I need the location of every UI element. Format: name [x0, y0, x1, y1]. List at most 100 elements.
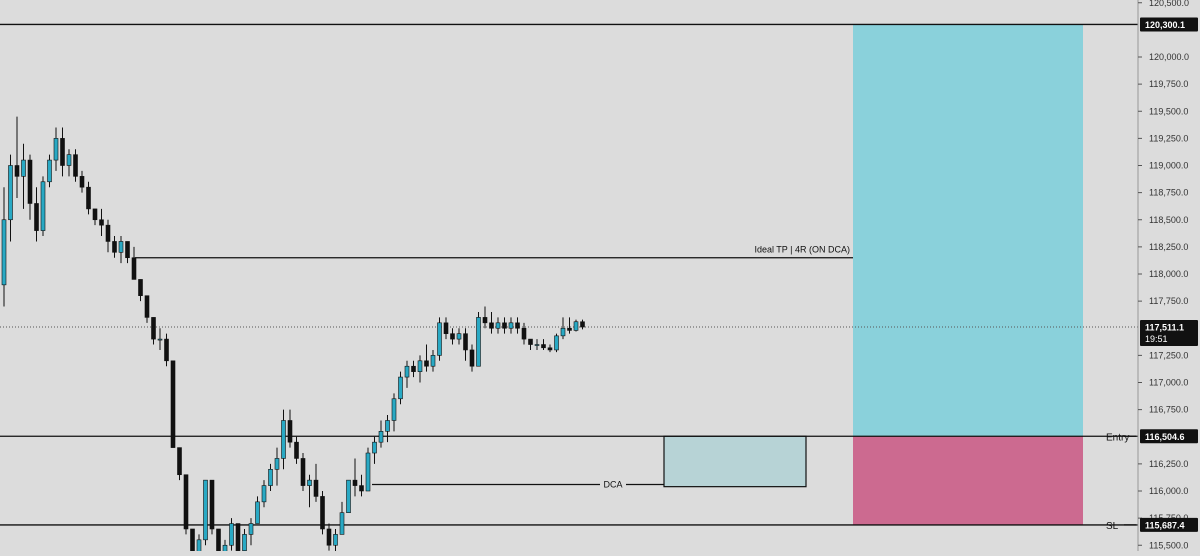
candle-down [34, 203, 39, 231]
level-price-label: 116,504.6 [1145, 432, 1185, 442]
price-tick-label: 117,000.0 [1149, 378, 1188, 388]
candle-down [450, 333, 455, 340]
candle-down [170, 360, 176, 448]
candle-up [1, 219, 7, 286]
candle-up [255, 501, 260, 524]
price-tick-label: 115,500.0 [1149, 540, 1188, 550]
candle-up [333, 534, 338, 546]
candle-down [547, 347, 553, 351]
target-zone [853, 24, 1083, 437]
candle-down [541, 344, 546, 349]
candle-down [177, 447, 182, 476]
price-tick-label: 119,250.0 [1149, 133, 1188, 143]
candle-up [203, 479, 208, 541]
candle-down [112, 241, 117, 253]
price-tick-label: 116,000.0 [1149, 486, 1188, 496]
candle-down [60, 138, 65, 166]
candle-down [144, 295, 150, 318]
candle-down [183, 474, 189, 530]
current-price-label: 117,511.1 [1145, 323, 1184, 333]
candle-up [118, 241, 124, 253]
level-price-label: 120,300.1 [1145, 20, 1185, 30]
candle-up [66, 154, 72, 166]
candle-up [281, 420, 286, 459]
level-price-label-bg [1140, 17, 1198, 32]
candle-down [79, 176, 85, 188]
candle-up [307, 479, 312, 486]
candle-up [248, 523, 254, 535]
candle-up [554, 335, 559, 351]
candle-down [489, 322, 494, 329]
price-tick-label: 117,250.0 [1149, 350, 1188, 360]
candle-down [209, 479, 215, 530]
candle-up [339, 512, 345, 535]
candle-up [40, 181, 46, 231]
candle-up [229, 523, 234, 546]
price-tick-label: 119,500.0 [1149, 106, 1188, 116]
candle-up [398, 376, 403, 400]
level-name-sl: SL [1106, 521, 1119, 532]
candle-down [86, 186, 91, 210]
candle-up [391, 398, 397, 421]
candle-down [326, 528, 332, 546]
candle-down [320, 496, 325, 530]
dca-label: DCA [603, 479, 622, 489]
candle-up [8, 165, 13, 221]
price-tick-label: 118,750.0 [1149, 188, 1188, 198]
candle-up [378, 431, 384, 443]
price-tick-label: 120,000.0 [1149, 52, 1189, 62]
candle-down [216, 528, 221, 556]
candle-up [268, 468, 273, 486]
candle-up [437, 322, 442, 356]
candle-up [508, 322, 514, 329]
candle-up [157, 338, 163, 341]
price-tick-label: 118,000.0 [1149, 269, 1188, 279]
candle-up [47, 159, 52, 183]
candle-down [469, 349, 475, 367]
candle-down [463, 333, 468, 351]
ideal-tp-label: Ideal TP | 4R (ON DCA) [754, 245, 850, 255]
candle-down [151, 317, 156, 340]
candle-down [14, 165, 20, 177]
candle-up [274, 458, 280, 470]
candle-down [294, 441, 299, 459]
price-tick-label: 120,500.0 [1149, 0, 1189, 8]
candle-down [567, 327, 572, 331]
candle-down [352, 479, 358, 486]
candle-down [125, 241, 130, 259]
price-tick-label: 118,250.0 [1149, 242, 1188, 252]
candle-down [164, 338, 169, 362]
candle-up [385, 420, 390, 432]
candle-up [222, 544, 228, 556]
price-tick-label: 118,500.0 [1149, 215, 1188, 225]
candle-up [417, 360, 423, 372]
candle-down [502, 322, 507, 329]
candle-up [21, 159, 26, 177]
candle-up [196, 539, 202, 556]
current-price-label-bg [1140, 320, 1198, 347]
candle-down [235, 523, 241, 551]
candle-down [359, 485, 364, 492]
price-tick-label: 119,750.0 [1149, 79, 1188, 89]
candle-down [528, 338, 533, 345]
candle-up [534, 344, 540, 346]
candle-down [138, 279, 143, 296]
level-price-label-bg [1140, 429, 1198, 444]
candle-down [190, 528, 195, 556]
candle-down [300, 458, 306, 486]
candle-down [443, 322, 449, 334]
price-tick-label: 117,750.0 [1149, 296, 1188, 306]
level-price-label: 115,687.4 [1145, 520, 1185, 530]
candle-down [580, 321, 585, 328]
candle-down [27, 159, 33, 204]
level-price-label-bg [1140, 517, 1198, 532]
candle-down [424, 360, 429, 367]
candle-down [411, 365, 416, 372]
candle-down [515, 322, 520, 329]
candle-up [242, 534, 247, 551]
candle-up [430, 355, 436, 367]
candle-down [482, 317, 488, 324]
candle-down [73, 154, 78, 177]
